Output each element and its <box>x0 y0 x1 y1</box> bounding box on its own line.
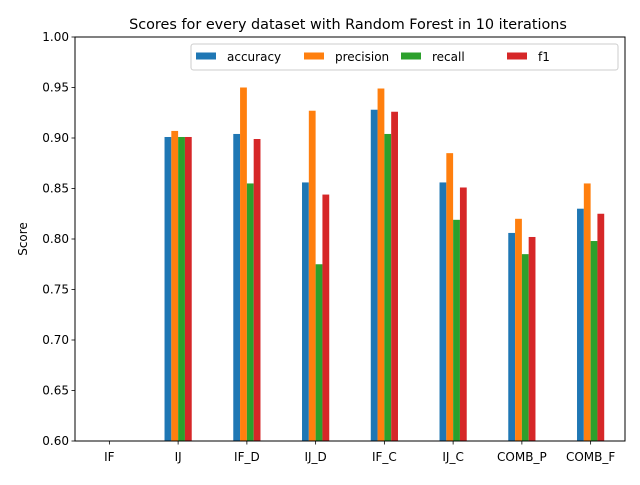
bar-precision-ij-c <box>446 153 454 441</box>
legend-label-f1: f1 <box>538 50 550 64</box>
chart-title: Scores for every dataset with Random For… <box>129 17 567 33</box>
bar-precision-if-c <box>377 88 385 441</box>
bar-precision-ij-d <box>308 110 316 441</box>
plot-frame <box>74 36 626 442</box>
y-tick-label: 0.75 <box>42 283 69 297</box>
bar-accuracy-if-d <box>233 133 241 441</box>
x-tick-label: IF <box>104 450 115 464</box>
y-tick-label: 0.65 <box>42 384 69 398</box>
bar-precision-comb-p <box>515 218 522 441</box>
bar-recall-ij-d <box>315 264 323 441</box>
y-tick-label: 0.90 <box>42 131 69 145</box>
y-tick-label: 0.60 <box>42 434 69 448</box>
bar-recall-comb-f <box>590 241 598 441</box>
y-tick-label: 0.95 <box>42 81 69 95</box>
legend-label-precision: precision <box>335 50 389 64</box>
bar-accuracy-ij-c <box>439 182 447 441</box>
bar-f1-ij-d <box>322 194 330 441</box>
y-tick-label: 0.85 <box>42 182 69 196</box>
bar-accuracy-if-c <box>370 109 378 441</box>
legend-swatch-precision <box>304 52 324 60</box>
legend-label-accuracy: accuracy <box>227 50 281 64</box>
legend-swatch-accuracy <box>196 52 216 60</box>
legend-label-recall: recall <box>432 50 465 64</box>
y-tick-label: 0.80 <box>42 232 69 246</box>
bar-accuracy-ij-d <box>302 182 309 441</box>
bar-precision-comb-f <box>583 183 591 441</box>
bar-recall-ij-c <box>453 219 460 441</box>
bar-recall-comb-p <box>521 254 529 441</box>
x-tick-label: COMB_P <box>497 450 547 464</box>
x-axis: IF IJ IF_D IJ_D IF_C IJ_C COMB_P COMB_F <box>104 441 615 464</box>
bar-precision-ij <box>171 130 179 441</box>
bar-f1-if-c <box>391 111 398 442</box>
legend-swatch-f1 <box>507 52 527 60</box>
x-tick-label: IJ <box>175 450 182 464</box>
bar-f1-comb-f <box>597 213 605 441</box>
bar-recall-if-d <box>246 183 254 441</box>
y-axis-label: Score <box>16 222 30 256</box>
x-tick-label: COMB_F <box>566 450 615 464</box>
x-tick-label: IF_C <box>372 450 397 464</box>
bar-accuracy-comb-f <box>577 208 584 441</box>
bar-recall-ij <box>178 136 185 442</box>
legend-swatch-recall <box>401 52 421 60</box>
bar-precision-if-d <box>240 87 247 441</box>
y-tick-label: 1.00 <box>42 30 69 44</box>
legend: accuracy precision recall f1 <box>190 43 619 71</box>
bar-f1-ij-c <box>459 187 467 441</box>
bars-layer <box>164 87 605 442</box>
bar-f1-ij <box>184 136 192 442</box>
x-tick-label: IF_D <box>234 450 260 464</box>
y-axis: 0.60 0.65 0.70 0.75 0.80 0.85 0.90 0.95 1.00 <box>42 30 75 448</box>
bar-f1-comb-p <box>528 236 536 441</box>
x-tick-label: IJ_D <box>304 450 326 464</box>
x-tick-label: IJ_C <box>442 450 463 464</box>
y-tick-label: 0.70 <box>42 333 69 347</box>
bar-recall-if-c <box>384 133 392 441</box>
bar-accuracy-ij <box>164 136 172 442</box>
bar-f1-if-d <box>253 139 261 441</box>
bar-accuracy-comb-p <box>508 232 516 441</box>
